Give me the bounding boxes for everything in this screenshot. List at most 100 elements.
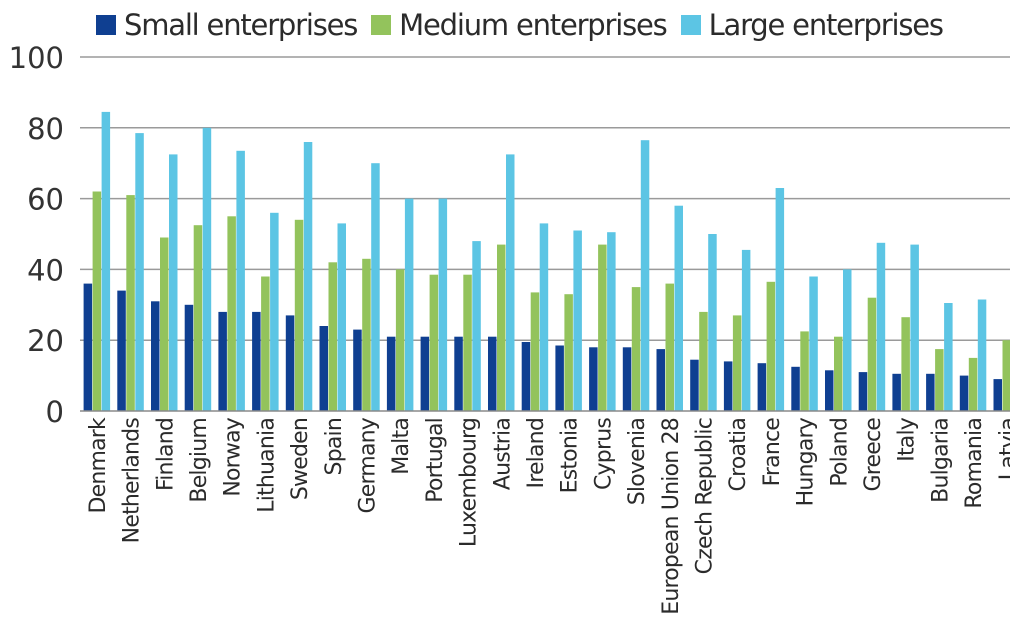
bar-finland-medium (160, 237, 169, 411)
bar-croatia-large (741, 249, 751, 411)
bar-austria-large (506, 154, 515, 411)
bar-lithuania-medium (261, 276, 270, 411)
y-tick-label-40: 40 (27, 253, 64, 287)
y-tick-label-0: 0 (46, 395, 64, 429)
bar-romania-medium (968, 357, 978, 411)
bar-european-union-28-small (656, 349, 665, 411)
x-tick-label-portugal: Portugal (423, 418, 448, 503)
bar-belgium-large (202, 127, 212, 412)
bar-latvia-small (993, 379, 1002, 411)
x-tick-label-germany: Germany (356, 417, 381, 513)
bar-france-small (757, 363, 767, 411)
x-tick-label-cyprus: Cyprus (591, 418, 616, 490)
x-axis-labels: Denmark Netherlands Finland Belgium Norway Li… (86, 417, 1010, 615)
bar-italy-medium (901, 317, 910, 411)
y-tick-label-20: 20 (27, 324, 64, 358)
x-tick-label-austria: Austria (490, 418, 515, 490)
y-tick-label-80: 80 (27, 112, 64, 146)
y-axis-ticks: 0 20 40 60 80 100 (9, 41, 64, 429)
bar-lithuania-small (252, 311, 261, 411)
bar-portugal-large (438, 198, 448, 411)
bar-bulgaria-large (944, 303, 953, 411)
legend-item-small: Small enterprises (96, 8, 358, 42)
bar-hungary-small (791, 366, 800, 412)
bar-italy-large (910, 244, 919, 411)
y-tick-label-100: 100 (9, 41, 64, 75)
x-tick-label-luxembourg: Luxembourg (457, 418, 482, 547)
bar-romania-small (959, 375, 969, 411)
bar-ireland-small (521, 342, 531, 411)
x-tick-label-greece: Greece (861, 418, 886, 492)
bar-austria-small (488, 336, 497, 411)
bar-finland-small (151, 301, 160, 411)
bar-netherlands-medium (126, 195, 135, 411)
bar-sweden-medium (294, 219, 304, 411)
bar-belgium-medium (193, 225, 203, 411)
bar-poland-medium (834, 336, 843, 411)
x-tick-label-malta: Malta (389, 418, 414, 475)
bar-cyprus-large (607, 232, 616, 411)
bars (83, 111, 1010, 412)
x-tick-label-lithuania: Lithuania (254, 418, 279, 513)
bar-germany-large (371, 163, 380, 411)
legend-label-large: Large enterprises (708, 8, 944, 42)
x-tick-label-latvia: Latvia (996, 418, 1010, 480)
bar-croatia-medium (732, 315, 742, 411)
x-tick-label-norway: Norway (221, 417, 246, 496)
x-tick-label-estonia: Estonia (558, 418, 583, 493)
legend-label-small: Small enterprises (124, 8, 358, 42)
bar-croatia-small (723, 361, 733, 411)
bar-netherlands-small (117, 290, 126, 411)
bar-lithuania-large (270, 212, 279, 411)
bar-ireland-medium (530, 292, 540, 411)
bar-norway-medium (227, 216, 236, 411)
bar-czech-republic-medium (699, 311, 708, 411)
x-tick-label-czech-republic: Czech Republic (693, 418, 718, 574)
x-tick-label-european-union-28: European Union 28 (659, 418, 684, 615)
bar-norway-large (236, 150, 245, 412)
bar-germany-small (353, 329, 362, 411)
bar-france-large (775, 188, 785, 411)
x-tick-label-croatia: Croatia (726, 418, 751, 491)
bar-slovenia-small (622, 347, 632, 411)
bar-finland-large (169, 154, 178, 411)
x-tick-label-poland: Poland (827, 418, 852, 487)
x-tick-label-ireland: Ireland (524, 418, 549, 489)
bar-cyprus-medium (598, 244, 607, 411)
x-tick-label-romania: Romania (962, 418, 987, 509)
bar-malta-large (404, 198, 414, 411)
bar-bulgaria-small (926, 373, 935, 411)
bar-denmark-large (101, 111, 111, 412)
chart-legend: Small enterprises Medium enterprises Lar… (96, 8, 957, 42)
bar-luxembourg-large (472, 241, 481, 411)
bar-spain-large (337, 223, 346, 411)
bar-spain-medium (328, 262, 337, 411)
bar-latvia-medium (1002, 340, 1010, 411)
bar-czech-republic-large (708, 234, 717, 411)
bar-estonia-large (573, 230, 582, 411)
bar-slovenia-medium (631, 287, 641, 411)
legend-swatch-small (96, 15, 116, 35)
x-tick-label-bulgaria: Bulgaria (928, 418, 953, 503)
bar-portugal-small (420, 336, 430, 411)
x-tick-label-france: France (760, 418, 785, 487)
bar-spain-small (319, 326, 328, 411)
bar-netherlands-large (135, 133, 144, 411)
x-tick-label-slovenia: Slovenia (625, 418, 650, 505)
legend-item-medium: Medium enterprises (371, 8, 668, 42)
legend-item-large: Large enterprises (680, 8, 944, 42)
x-tick-label-netherlands: Netherlands (120, 418, 145, 544)
bar-norway-small (218, 311, 227, 411)
x-tick-label-italy: Italy (895, 417, 920, 462)
y-tick-label-60: 60 (27, 183, 64, 217)
bar-bulgaria-medium (935, 349, 944, 411)
bar-romania-large (977, 299, 987, 411)
legend-label-medium: Medium enterprises (399, 8, 668, 42)
x-tick-label-denmark: Denmark (86, 417, 111, 514)
bar-greece-small (858, 372, 868, 411)
bar-european-union-28-medium (665, 283, 674, 411)
bar-denmark-small (83, 283, 93, 411)
bar-malta-medium (395, 269, 405, 411)
x-tick-label-belgium: Belgium (187, 418, 212, 503)
